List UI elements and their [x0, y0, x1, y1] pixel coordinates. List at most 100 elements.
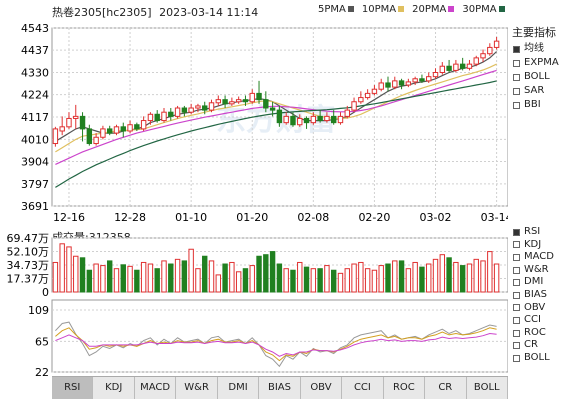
- candle: [351, 97, 357, 113]
- candle-body: [473, 57, 479, 65]
- candle: [371, 85, 378, 96]
- tab-kdj[interactable]: KDJ: [93, 377, 135, 399]
- volume-bar: [195, 268, 201, 293]
- tab-rsi[interactable]: RSI: [52, 377, 94, 399]
- volume-bar: [242, 268, 249, 293]
- sub-indicator-option[interactable]: DMI: [510, 276, 554, 289]
- candle: [86, 124, 93, 146]
- tab-cr[interactable]: CR: [425, 377, 467, 399]
- volume-bar: [392, 260, 398, 293]
- x-tick-label: 02-08: [297, 211, 329, 224]
- candle: [297, 114, 303, 127]
- checkbox-icon[interactable]: [513, 101, 520, 109]
- volume-bar: [446, 257, 452, 293]
- candle: [487, 43, 493, 56]
- sub-indicator-option[interactable]: MACD: [510, 251, 554, 264]
- tab-dmi[interactable]: DMI: [218, 377, 260, 399]
- tab-bias[interactable]: BIAS: [259, 377, 301, 399]
- tab-macd[interactable]: MACD: [135, 377, 177, 399]
- checkbox-icon[interactable]: [513, 45, 520, 53]
- candle-body: [439, 65, 446, 74]
- candle-body: [93, 136, 99, 145]
- checkbox-icon[interactable]: [513, 329, 520, 337]
- tab-obv[interactable]: OBV: [301, 377, 343, 399]
- candle: [134, 122, 140, 131]
- candle-body: [480, 53, 486, 59]
- candle: [263, 91, 269, 113]
- main-indicator-option[interactable]: SAR: [510, 84, 566, 98]
- candle-body: [59, 126, 65, 132]
- volume-bar: [73, 255, 79, 293]
- candle-body: [215, 99, 222, 104]
- volume-bar: [283, 268, 289, 293]
- sub-indicator-option[interactable]: W&R: [510, 264, 554, 277]
- sub-indicator-label: BOLL: [524, 351, 550, 363]
- checkbox-icon[interactable]: [513, 291, 520, 299]
- tab-boll[interactable]: BOLL: [467, 377, 508, 399]
- sub-indicator-option[interactable]: BOLL: [510, 352, 554, 365]
- candle-body: [303, 117, 310, 124]
- volume-bar: [249, 265, 255, 293]
- candle: [208, 99, 215, 113]
- main-indicator-label: BBI: [524, 99, 541, 110]
- checkbox-icon[interactable]: [513, 87, 520, 95]
- candle-body: [378, 82, 384, 90]
- volume-bar: [174, 258, 181, 293]
- main-indicator-option[interactable]: BOLL: [510, 70, 566, 84]
- candle: [446, 59, 452, 73]
- candle: [140, 116, 147, 131]
- checkbox-icon[interactable]: [513, 342, 520, 350]
- x-tick-label: 12-16: [53, 211, 85, 224]
- volume-bar: [371, 269, 378, 293]
- sub-indicator-option[interactable]: BIAS: [510, 289, 554, 302]
- checkbox-icon[interactable]: [513, 59, 520, 67]
- candle: [168, 108, 174, 121]
- volume-bar: [358, 261, 364, 293]
- sub-indicator-option[interactable]: KDJ: [510, 239, 554, 252]
- candle: [385, 76, 391, 92]
- checkbox-icon[interactable]: [513, 241, 520, 249]
- ma-legend-item: 20PMA: [412, 4, 455, 15]
- candle: [493, 36, 500, 50]
- checkbox-icon[interactable]: [513, 73, 520, 81]
- sub-indicator-option[interactable]: CCI: [510, 314, 554, 327]
- candle: [317, 110, 323, 123]
- checkbox-icon[interactable]: [513, 266, 520, 274]
- candle-body: [208, 102, 215, 111]
- sub-indicator-label: DMI: [524, 276, 544, 288]
- candle-body: [283, 115, 289, 124]
- checkbox-icon[interactable]: [513, 304, 520, 312]
- candle: [283, 112, 289, 125]
- sub-indicator-label: BIAS: [524, 288, 547, 300]
- candle: [337, 112, 344, 125]
- checkbox-icon[interactable]: [513, 316, 520, 324]
- candle: [181, 105, 188, 117]
- main-indicator-option[interactable]: 均线: [510, 42, 566, 56]
- candle-body: [140, 120, 147, 130]
- candle: [235, 96, 242, 104]
- checkbox-icon[interactable]: [513, 354, 520, 362]
- sub-indicator-option[interactable]: OBV: [510, 302, 554, 315]
- main-indicator-label: SAR: [524, 85, 545, 96]
- volume-bar: [337, 272, 344, 293]
- tab-wr[interactable]: W&R: [176, 377, 218, 399]
- ma-legend-label: 10PMA: [361, 4, 397, 15]
- sub-indicator-list: RSI KDJ MACD W&R DMI BIAS OBV CCI ROC CR BOLL: [510, 226, 554, 365]
- rsi-tick-label: 22: [35, 366, 49, 376]
- candle: [378, 78, 384, 92]
- candle: [466, 59, 473, 71]
- checkbox-icon[interactable]: [513, 253, 520, 261]
- main-indicator-option[interactable]: BBI: [510, 98, 566, 112]
- tab-cci[interactable]: CCI: [342, 377, 384, 399]
- tab-roc[interactable]: ROC: [384, 377, 426, 399]
- volume-tick-label: 17.37万: [7, 272, 50, 285]
- ma-legend-item: 5PMA: [318, 4, 354, 15]
- checkbox-icon[interactable]: [513, 228, 520, 236]
- volume-bar: [235, 271, 242, 293]
- sub-indicator-option[interactable]: ROC: [510, 327, 554, 340]
- checkbox-icon[interactable]: [513, 279, 520, 287]
- sub-indicator-option[interactable]: CR: [510, 339, 554, 352]
- sub-indicator-option[interactable]: RSI: [510, 226, 554, 239]
- main-indicator-option[interactable]: EXPMA: [510, 56, 566, 70]
- volume-bar: [256, 255, 262, 293]
